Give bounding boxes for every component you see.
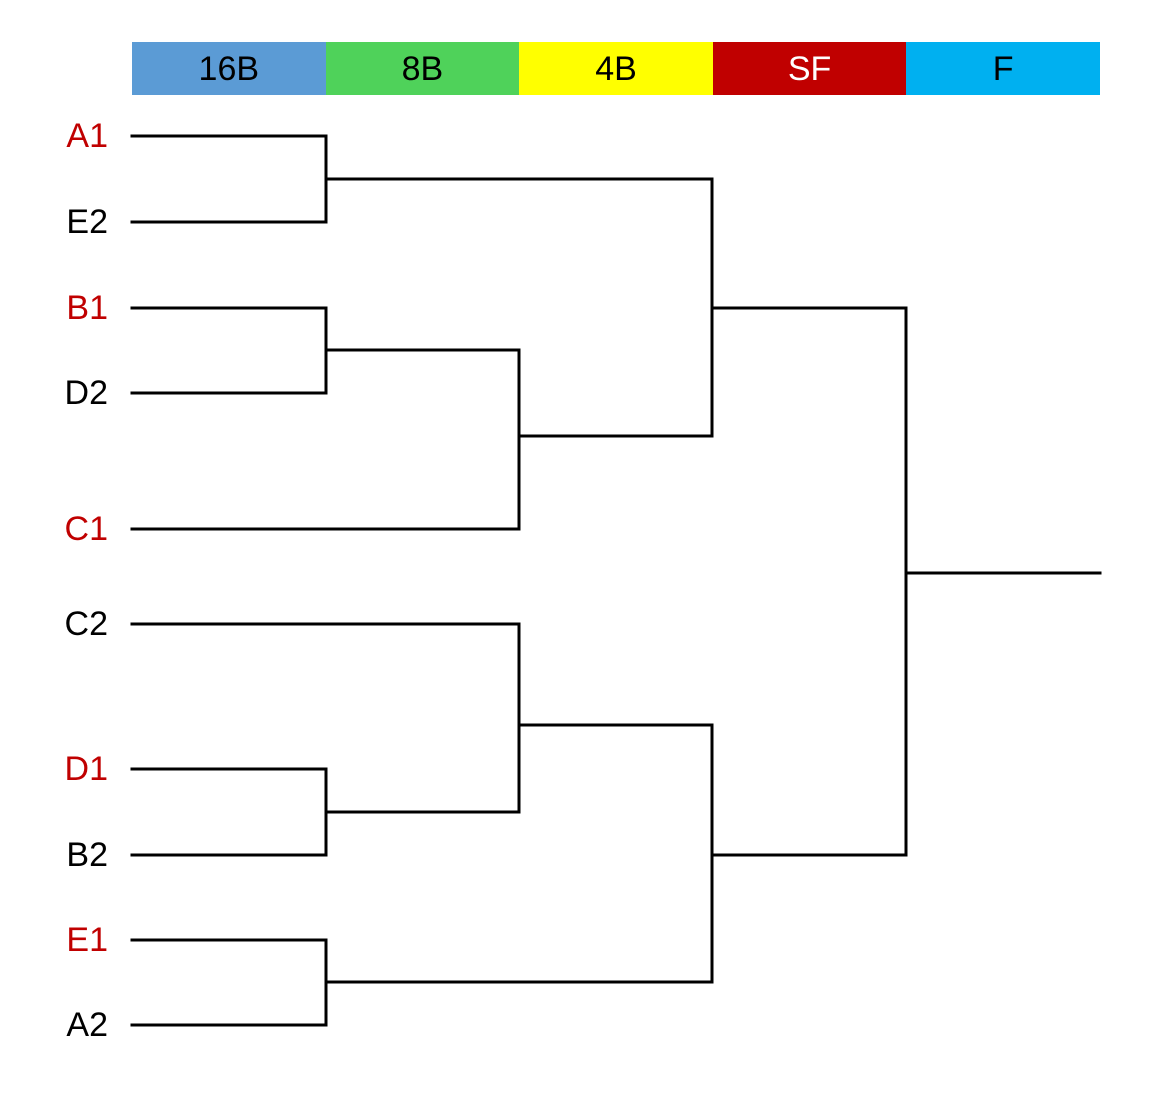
match-final (710, 306, 908, 857)
round-sf: SF (712, 42, 907, 95)
round-f: F (906, 42, 1100, 95)
seed-d2: D2 (64, 374, 108, 412)
round-8b: 8B (325, 42, 520, 95)
seed-a2: A2 (66, 1006, 108, 1044)
match-e1-a2 (130, 938, 328, 1027)
seed-b1: B1 (66, 289, 108, 327)
round-4b: 4B (519, 42, 713, 95)
seed-e1: E1 (66, 921, 108, 959)
match-d1-b2 (130, 767, 328, 857)
match-b1-d2 (130, 306, 328, 395)
seed-a1: A1 (66, 117, 108, 155)
match-a1-e2 (130, 134, 328, 224)
seed-d1: D1 (64, 750, 108, 788)
round-16b: 16B (132, 42, 326, 95)
match-b1d2-c1 (130, 348, 521, 531)
seed-c1: C1 (64, 510, 108, 548)
match-c2-d1b2 (130, 622, 521, 814)
round-header-bar: 16B 8B 4B SF F (132, 42, 1100, 95)
seed-c2: C2 (64, 605, 108, 643)
seed-b2: B2 (66, 836, 108, 874)
seed-e2: E2 (66, 203, 108, 241)
seed-labels: A1 E2 B1 D2 C1 C2 D1 B2 E1 A2 (0, 0, 132, 1115)
